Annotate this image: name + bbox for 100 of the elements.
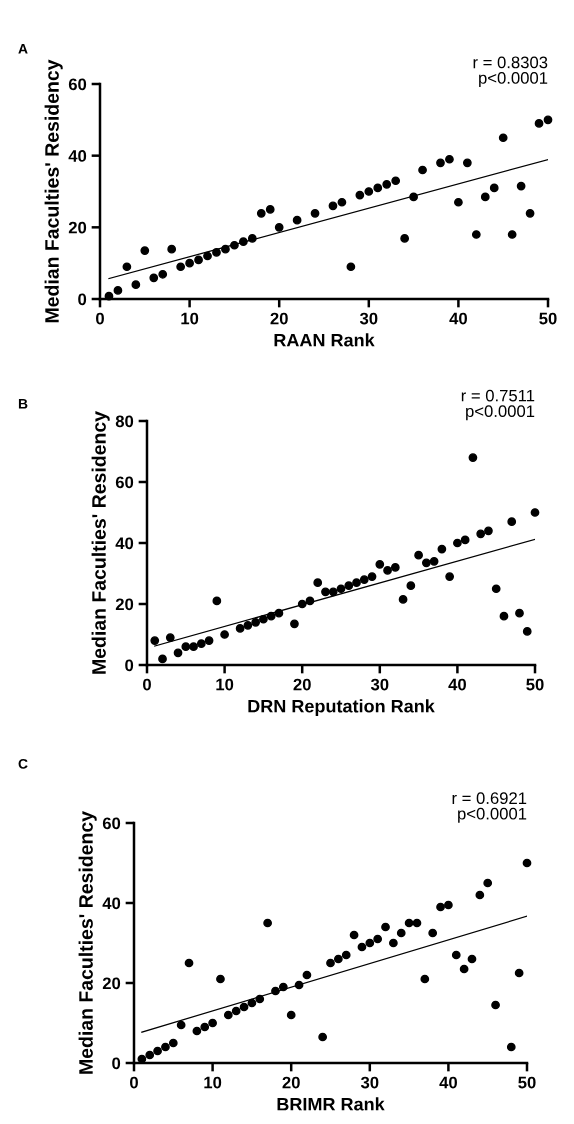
point xyxy=(454,197,463,207)
point xyxy=(418,165,427,175)
point xyxy=(318,1032,328,1042)
point xyxy=(420,974,430,984)
point xyxy=(352,578,361,588)
x-tick-label: 50 xyxy=(526,678,544,691)
x-tick-label: 40 xyxy=(448,678,466,691)
x-tick-label: 10 xyxy=(204,1076,222,1089)
point xyxy=(158,269,168,279)
x-tick-label: 50 xyxy=(539,312,557,325)
point xyxy=(355,190,365,200)
point xyxy=(429,556,439,566)
point xyxy=(328,201,338,211)
point xyxy=(313,578,323,588)
point xyxy=(404,918,414,928)
point xyxy=(460,535,470,545)
point xyxy=(238,237,248,247)
point xyxy=(204,636,214,645)
point xyxy=(400,234,410,243)
point xyxy=(373,934,383,944)
point xyxy=(491,1000,500,1010)
x-tick-label: 40 xyxy=(439,1076,457,1089)
point xyxy=(428,928,438,938)
point xyxy=(247,998,257,1008)
point xyxy=(412,918,422,928)
point xyxy=(336,584,346,594)
point xyxy=(161,1042,170,1052)
point xyxy=(451,950,461,960)
point xyxy=(321,587,330,597)
point xyxy=(184,958,194,968)
point xyxy=(382,179,392,189)
x-axis-title: DRN Reputation Rank xyxy=(248,699,435,717)
point xyxy=(498,133,508,143)
point xyxy=(158,654,167,664)
point xyxy=(381,922,390,932)
point xyxy=(530,508,540,517)
point xyxy=(475,890,485,900)
point xyxy=(286,1010,296,1020)
point xyxy=(326,958,335,968)
point xyxy=(185,258,194,268)
point xyxy=(263,918,272,928)
point xyxy=(192,1026,202,1036)
point xyxy=(489,183,499,193)
point xyxy=(274,608,284,618)
point xyxy=(122,262,132,272)
x-tick-label: 30 xyxy=(359,312,378,325)
point xyxy=(373,183,383,193)
point xyxy=(357,942,367,952)
point xyxy=(491,584,501,594)
point xyxy=(223,1010,233,1020)
point xyxy=(437,544,447,554)
point xyxy=(406,581,416,591)
point xyxy=(153,1046,162,1056)
point xyxy=(259,614,268,624)
point xyxy=(389,938,398,948)
point xyxy=(294,980,304,990)
point xyxy=(167,244,177,254)
point xyxy=(436,158,445,168)
point xyxy=(196,639,206,649)
y-tick-label: 20 xyxy=(102,977,121,990)
y-tick-label: 60 xyxy=(68,78,87,91)
point xyxy=(231,1006,241,1016)
point xyxy=(444,900,453,910)
point xyxy=(297,599,307,609)
point xyxy=(534,119,544,128)
point xyxy=(200,1022,210,1032)
point xyxy=(436,902,445,912)
x-tick-label: 30 xyxy=(360,1076,379,1089)
point xyxy=(290,619,299,629)
y-tick-label: 20 xyxy=(68,221,87,234)
point xyxy=(445,154,454,164)
point xyxy=(176,262,186,272)
point xyxy=(165,633,175,642)
point xyxy=(255,994,265,1004)
point xyxy=(203,251,212,261)
point xyxy=(278,982,288,992)
point xyxy=(346,262,356,272)
point xyxy=(445,572,455,581)
point xyxy=(328,587,338,597)
point xyxy=(212,248,221,257)
annotation: r = 0.8303 p<0.0001 xyxy=(473,56,548,88)
point xyxy=(359,575,369,584)
x-tick-label: 20 xyxy=(270,312,288,325)
point xyxy=(194,255,203,265)
point xyxy=(302,970,312,980)
point xyxy=(515,608,524,618)
x-tick-label: 0 xyxy=(143,678,151,691)
point xyxy=(367,572,377,581)
y-tick-label: 20 xyxy=(115,598,134,611)
point xyxy=(364,187,374,196)
y-tick-label: 0 xyxy=(78,293,87,306)
point xyxy=(507,517,517,527)
y-tick-label: 40 xyxy=(68,150,87,162)
point xyxy=(176,1020,186,1030)
point xyxy=(104,291,114,301)
y-tick-label: 60 xyxy=(115,476,134,489)
point xyxy=(305,596,315,606)
point xyxy=(235,624,245,633)
x-tick-label: 40 xyxy=(449,312,467,325)
point xyxy=(189,642,198,652)
